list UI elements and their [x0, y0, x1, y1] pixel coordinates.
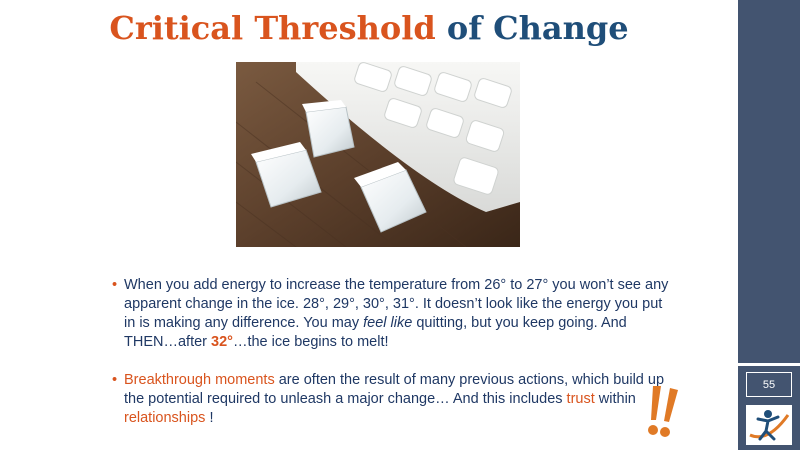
bullet2-highlight-breakthrough: Breakthrough moments	[124, 372, 275, 388]
sidebar-divider	[738, 363, 800, 366]
slide: Critical Threshold of Change	[0, 4, 738, 440]
title-part1: Critical Threshold	[109, 9, 436, 47]
ice-cubes-photo	[236, 62, 520, 247]
figure-logo-icon	[746, 405, 792, 445]
bullet2-text-2: within	[594, 391, 636, 407]
double-exclamation-icon	[644, 384, 682, 440]
bullet1-highlight-32: 32°	[211, 334, 233, 350]
bullet-item-energy: • When you add energy to increase the te…	[112, 276, 672, 352]
bullet2-highlight-relationships: relationships	[124, 410, 206, 426]
bullet-glyph: •	[112, 372, 118, 388]
bullet-item-breakthrough: • Breakthrough moments are often the res…	[112, 371, 672, 428]
bullet-glyph: •	[112, 277, 118, 293]
bullet1-emphasis: feel like	[363, 315, 413, 331]
page-number: 55	[746, 372, 792, 397]
bullet-list: • When you add energy to increase the te…	[112, 276, 672, 428]
bullet1-text-2: quitting, but you keep going. And THEN…a…	[124, 315, 627, 350]
title-part2: of Change	[446, 9, 629, 47]
bullet2-text-3: !	[205, 410, 214, 426]
slide-title: Critical Threshold of Change	[0, 4, 738, 52]
right-sidebar	[738, 0, 800, 450]
bullet2-text-1: are often the result of many previous ac…	[124, 372, 665, 407]
bullet2-highlight-trust: trust	[566, 391, 595, 407]
bullet1-text-1: When you add energy to increase the temp…	[124, 277, 669, 331]
bullet1-text-3: …the ice begins to melt!	[232, 334, 389, 350]
ice-cube-1	[302, 100, 355, 158]
